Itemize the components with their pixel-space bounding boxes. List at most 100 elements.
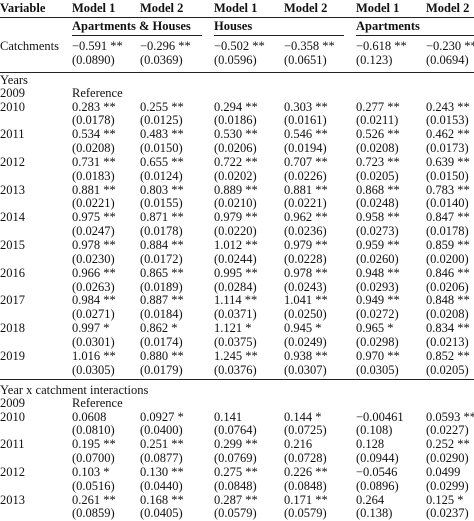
std-error: (0.0700) bbox=[72, 451, 115, 465]
estimate: 0.277 ** bbox=[356, 99, 400, 114]
estimate: 0.966 ** bbox=[72, 265, 116, 280]
estimate: 0.655 ** bbox=[140, 154, 184, 169]
rule bbox=[0, 17, 474, 18]
estimate: 0.252 ** bbox=[426, 437, 470, 452]
std-error: (0.0725) bbox=[284, 423, 327, 438]
estimate: 0.261 ** bbox=[72, 492, 116, 507]
estimate: 0.243 ** bbox=[426, 99, 470, 114]
std-error: (0.0273) bbox=[356, 224, 399, 239]
std-error: (0.0769) bbox=[214, 451, 257, 465]
estimate: 1.121 * bbox=[214, 321, 252, 336]
row-label: 2013 bbox=[0, 182, 25, 197]
row-label: 2010 bbox=[0, 99, 25, 114]
estimate: 0.965 * bbox=[356, 321, 394, 336]
std-error: (0.0205) bbox=[426, 362, 469, 377]
row-label: 2013 bbox=[0, 492, 25, 507]
estimate: 0.483 ** bbox=[140, 127, 184, 142]
estimate: 0.103 * bbox=[72, 464, 110, 479]
estimate: 0.975 ** bbox=[72, 210, 116, 225]
std-error: (0.0848) bbox=[284, 478, 327, 493]
estimate: 0.962 ** bbox=[284, 210, 328, 225]
estimate: −0.618 ** bbox=[356, 39, 407, 53]
estimate: 0.275 ** bbox=[214, 464, 258, 479]
estimate: 1.041 ** bbox=[284, 293, 328, 308]
std-error: (0.0211) bbox=[356, 113, 399, 128]
std-error: (0.0247) bbox=[72, 224, 115, 239]
estimate: −0.502 ** bbox=[214, 39, 265, 53]
estimate: 0.979 ** bbox=[214, 210, 258, 225]
estimate: 0.978 ** bbox=[72, 238, 116, 252]
estimate: 0.949 ** bbox=[356, 293, 400, 308]
estimate: 0.803 ** bbox=[140, 182, 184, 197]
std-error: (0.0183) bbox=[72, 168, 115, 183]
std-error: (0.0810) bbox=[72, 423, 115, 438]
std-error: (0.0299) bbox=[426, 478, 469, 493]
std-error: (0.0248) bbox=[356, 196, 399, 211]
column-header: Model 2 bbox=[284, 1, 328, 15]
estimate: 0.938 ** bbox=[284, 348, 328, 363]
std-error: (0.0213) bbox=[426, 334, 469, 349]
estimate: 0.881 ** bbox=[284, 182, 328, 197]
estimate: 0.834 ** bbox=[426, 321, 470, 336]
estimate: 0.970 ** bbox=[356, 348, 400, 363]
std-error: (0.0896) bbox=[356, 478, 399, 493]
std-error: (0.0516) bbox=[72, 478, 115, 493]
estimate: 0.171 ** bbox=[284, 492, 328, 507]
estimate: 0.0593 ** bbox=[426, 409, 474, 424]
std-error: (0.0178) bbox=[140, 224, 183, 239]
estimate: −0.230 ** bbox=[426, 39, 474, 53]
group-rule bbox=[72, 35, 202, 36]
std-error: (0.0236) bbox=[284, 224, 327, 239]
std-error: (0.0271) bbox=[72, 307, 115, 322]
column-header: Model 1 bbox=[356, 1, 400, 15]
std-error: (0.0202) bbox=[214, 168, 257, 183]
column-header: Model 2 bbox=[426, 1, 470, 15]
std-error: (0.138) bbox=[356, 506, 393, 521]
std-error: (0.0178) bbox=[426, 224, 469, 239]
estimate: 0.889 ** bbox=[214, 182, 258, 197]
std-error: (0.0944) bbox=[356, 451, 399, 465]
std-error: (0.0890) bbox=[72, 52, 115, 67]
std-error: (0.123) bbox=[356, 52, 393, 67]
std-error: (0.0153) bbox=[426, 113, 469, 128]
estimate: 0.294 ** bbox=[214, 99, 258, 114]
estimate: 0.0608 bbox=[72, 409, 107, 424]
estimate: 0.462 ** bbox=[426, 127, 470, 142]
std-error: (0.0376) bbox=[214, 362, 257, 377]
std-error: (0.0178) bbox=[72, 113, 115, 128]
estimate: −0.591 ** bbox=[72, 39, 123, 53]
std-error: (0.0375) bbox=[214, 334, 257, 349]
std-error: (0.0579) bbox=[284, 506, 327, 521]
reference: Reference bbox=[72, 86, 123, 100]
estimate: 0.707 ** bbox=[284, 154, 328, 169]
std-error: (0.0272) bbox=[356, 307, 399, 322]
std-error: (0.0124) bbox=[140, 168, 183, 183]
std-error: (0.0371) bbox=[214, 307, 257, 322]
estimate: −0.0546 bbox=[356, 464, 398, 479]
std-error: (0.0150) bbox=[140, 141, 183, 155]
std-error: (0.0298) bbox=[356, 334, 399, 349]
std-error: (0.0210) bbox=[214, 196, 257, 211]
estimate: 0.865 ** bbox=[140, 265, 184, 280]
estimate: 0.997 * bbox=[72, 321, 110, 336]
estimate: 0.995 ** bbox=[214, 265, 258, 280]
estimate: 0.884 ** bbox=[140, 238, 184, 252]
estimate: 0.959 ** bbox=[356, 238, 400, 252]
estimate: 0.958 ** bbox=[356, 210, 400, 225]
estimate: 0.546 ** bbox=[284, 127, 328, 142]
row-label: 2018 bbox=[0, 321, 25, 336]
std-error: (0.0200) bbox=[426, 251, 469, 266]
estimate: −0.00461 bbox=[356, 409, 404, 424]
estimate: 0.130 ** bbox=[140, 464, 184, 479]
std-error: (0.0186) bbox=[214, 113, 257, 128]
estimate: 0.226 ** bbox=[284, 464, 328, 479]
estimate: 1.245 ** bbox=[214, 348, 258, 363]
std-error: (0.0237) bbox=[426, 506, 469, 521]
std-error: (0.0243) bbox=[284, 279, 327, 294]
std-error: (0.0284) bbox=[214, 279, 257, 294]
std-error: (0.0694) bbox=[426, 52, 469, 67]
estimate: 0.303 ** bbox=[284, 99, 328, 114]
std-error: (0.0440) bbox=[140, 478, 183, 493]
estimate: 0.0499 bbox=[426, 464, 461, 479]
